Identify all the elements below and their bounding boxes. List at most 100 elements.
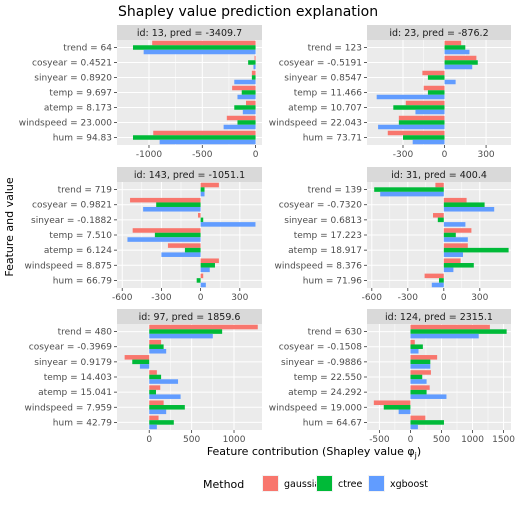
facet-strip-label: id: 23, pred = -876.2 [389, 28, 488, 39]
bar-gaussian [387, 130, 445, 136]
x-tick-label: 300 [231, 293, 248, 303]
y-tick-label: hum = 71.96 [303, 276, 362, 286]
bar-gaussian [153, 130, 256, 136]
bar-xgboost [443, 206, 495, 212]
y-tick-label: trend = 630 [308, 328, 363, 338]
facet-panel: id: 13, pred = -3409.7 -1000 -500 0 trend = … [19, 25, 262, 160]
bar-xgboost [139, 364, 150, 369]
bar-xgboost [415, 109, 445, 115]
y-tick-label: trend = 64 [63, 44, 112, 54]
bar-ctree [437, 217, 444, 223]
bar-xgboost [242, 109, 256, 115]
facet-strip [367, 25, 511, 40]
facet-strip-label: id: 143, pred = -1051.1 [134, 170, 245, 181]
bar-gaussian [130, 197, 201, 203]
bar-xgboost [443, 267, 454, 273]
x-tick-label: -500 [192, 150, 213, 160]
facet-strip [117, 25, 262, 40]
bar-ctree [156, 202, 201, 207]
bar-xgboost [159, 139, 256, 145]
bar-xgboost [149, 409, 167, 415]
y-tick-label: temp = 14.403 [44, 373, 112, 383]
y-tick-label: atemp = 18.917 [288, 246, 362, 256]
legend: Method gaussian ctree xgboost [203, 475, 428, 492]
bar-xgboost [200, 282, 206, 288]
bar-gaussian [197, 213, 201, 218]
figure-title: Shapley value prediction explanation [118, 4, 378, 20]
bar-xgboost [443, 222, 466, 227]
x-tick-label: 500 [433, 435, 450, 445]
x-tick-label: -300 [398, 293, 419, 303]
y-tick-label: temp = 7.510 [49, 231, 112, 241]
x-tick-label: 0 [253, 150, 259, 160]
legend-key-ctree [317, 476, 332, 491]
bar-gaussian [410, 370, 431, 375]
bar-gaussian [443, 243, 468, 248]
bar-ctree [410, 329, 507, 334]
y-tick-label: atemp = 8.173 [44, 104, 112, 114]
facet-strip [367, 167, 511, 182]
bar-gaussian [149, 385, 161, 390]
bar-ctree [196, 278, 201, 283]
y-tick-label: windspeed = 19.000 [269, 403, 362, 413]
bar-ctree [444, 45, 466, 50]
y-tick-label: trend = 123 [308, 44, 362, 54]
bar-ctree [149, 389, 157, 395]
bar-xgboost [410, 379, 427, 384]
x-tick-label: -600 [362, 293, 383, 303]
x-tick-label: -300 [393, 150, 414, 160]
x-tick-label: 1500 [492, 435, 515, 445]
bar-gaussian [435, 182, 444, 188]
facet-strip-label: id: 124, pred = 2315.1 [385, 312, 493, 323]
legend-key-xgboost [369, 476, 384, 491]
bar-xgboost [149, 379, 179, 384]
y-tick-label: sinyear = 0.8547 [284, 74, 362, 84]
bar-gaussian [398, 115, 445, 121]
y-tick-label: cosyear = -0.1508 [279, 343, 362, 353]
facet-strip [117, 309, 262, 324]
x-tick-label: 1000 [461, 435, 484, 445]
legend-key-gaussian [263, 476, 278, 491]
x-tick-label: -300 [151, 293, 172, 303]
y-tick-label: sinyear = 0.9179 [34, 358, 112, 368]
bar-gaussian [149, 400, 164, 406]
y-tick-label: trend = 139 [308, 186, 363, 196]
x-tick-label: 300 [471, 293, 488, 303]
bar-xgboost [376, 94, 445, 100]
bar-gaussian [410, 339, 415, 345]
bar-gaussian [424, 273, 444, 279]
bar-ctree [398, 120, 445, 125]
bar-xgboost [410, 394, 447, 399]
bar-ctree [149, 344, 164, 349]
y-tick-label: hum = 73.71 [303, 134, 362, 144]
bar-gaussian [410, 324, 490, 330]
bar-xgboost [443, 252, 463, 257]
bar-gaussian [410, 355, 438, 360]
bar-xgboost [410, 333, 479, 339]
x-tick-label: -600 [112, 293, 133, 303]
bar-gaussian [149, 370, 157, 375]
y-tick-label: windspeed = 22.043 [269, 119, 362, 129]
bar-ctree [443, 247, 509, 253]
y-tick-label: sinyear = -0.9886 [281, 358, 362, 368]
bar-gaussian [433, 213, 444, 218]
bar-gaussian [410, 415, 426, 421]
y-tick-label: temp = 11.466 [294, 89, 363, 99]
facet-panel: id: 143, pred = -1051.1 -600 -300 0 300 trend… [25, 167, 262, 303]
bar-xgboost [234, 79, 256, 85]
bar-ctree [200, 263, 215, 268]
bar-xgboost [200, 222, 256, 227]
bar-ctree [200, 217, 204, 223]
y-tick-label: windspeed = 8.875 [25, 261, 113, 271]
bar-gaussian [444, 55, 477, 61]
bar-ctree [427, 90, 445, 95]
y-tick-label: sinyear = 0.6813 [284, 216, 362, 226]
x-axis-title-close: ) [417, 445, 421, 458]
y-tick-label: temp = 9.697 [49, 89, 112, 99]
bar-ctree [444, 60, 478, 65]
x-tick-label: 0 [408, 435, 414, 445]
y-tick-label: windspeed = 7.959 [25, 403, 113, 413]
bar-ctree [374, 187, 444, 192]
bar-xgboost [200, 191, 205, 197]
